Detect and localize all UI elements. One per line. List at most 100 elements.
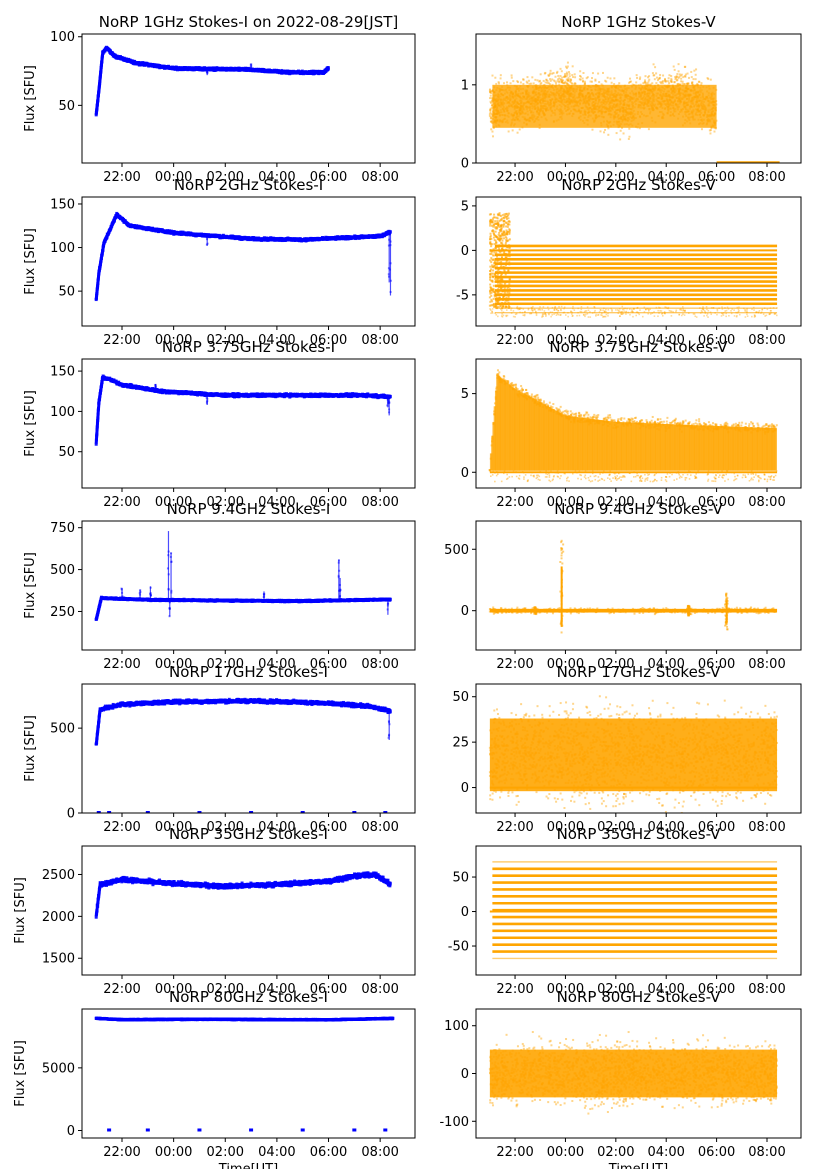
panel-title: NoRP 1GHz Stokes-I on 2022-08-29[JST]	[99, 13, 399, 31]
x-tick-label: 04:00	[647, 495, 684, 510]
data-points	[94, 374, 392, 446]
y-tick-label: 50	[452, 871, 469, 886]
x-tick-label: 04:00	[647, 170, 684, 185]
x-tick-label: 02:00	[207, 657, 244, 672]
x-tick-label: 02:00	[207, 495, 244, 510]
x-tick-label: 04:00	[258, 820, 295, 835]
axes-frame	[81, 1008, 416, 1139]
y-tick-label: 100	[50, 241, 75, 256]
x-tick-label: 00:00	[547, 495, 584, 510]
y-tick-label: -100	[439, 1115, 469, 1130]
x-tick-label: 06:00	[310, 170, 347, 185]
y-tick-label: 0	[461, 781, 469, 796]
x-tick-label: 06:00	[310, 333, 347, 348]
x-tick-label: 22:00	[103, 495, 140, 510]
x-tick-label: 02:00	[597, 170, 634, 185]
panel-17ghz-i: 22:00 00:00 02:00 04:00 06:00 08:00 0 500 NoRP 1…	[23, 663, 416, 835]
x-tick-label: 22:00	[103, 1145, 140, 1160]
data-points	[488, 1031, 778, 1115]
x-tick-label: 22:00	[103, 333, 140, 348]
y-tick-label: 50	[452, 690, 469, 705]
axes-frame	[475, 845, 802, 976]
panel-title: NoRP 17GHz Stokes-V	[557, 663, 722, 681]
x-tick-label: 08:00	[748, 170, 785, 185]
y-tick-label: 1500	[42, 952, 75, 967]
data-points	[94, 45, 330, 117]
x-tick-label: 06:00	[310, 495, 347, 510]
x-tick-label: 22:00	[496, 820, 533, 835]
x-tick-label: 06:00	[698, 982, 735, 997]
y-tick-label: 50	[58, 445, 75, 460]
y-tick-label: 750	[50, 521, 75, 536]
x-tick-label: 02:00	[597, 495, 634, 510]
y-tick-label: 2500	[42, 868, 75, 883]
axes-frame	[475, 33, 802, 164]
data-points	[94, 211, 392, 302]
y-tick-label: 5	[461, 199, 469, 214]
x-tick-label: 06:00	[698, 1145, 735, 1160]
y-axis-label: Flux [SFU]	[13, 877, 28, 944]
y-tick-label: 5	[461, 387, 469, 402]
x-tick-label: 08:00	[748, 820, 785, 835]
data-points	[488, 539, 778, 634]
x-tick-label: 00:00	[155, 170, 192, 185]
x-tick-label: 06:00	[310, 982, 347, 997]
y-tick-label: 0	[461, 466, 469, 481]
x-tick-label: 04:00	[258, 495, 295, 510]
y-tick-label: 0	[461, 1067, 469, 1082]
x-tick-label: 02:00	[597, 1145, 634, 1160]
x-tick-label: 02:00	[597, 982, 634, 997]
x-tick-label: 04:00	[258, 170, 295, 185]
panel-title: NoRP 35GHz Stokes-I	[169, 825, 328, 843]
x-tick-label: 08:00	[748, 333, 785, 348]
y-tick-label: -50	[448, 940, 469, 955]
x-tick-label: 06:00	[698, 333, 735, 348]
x-tick-label: 22:00	[496, 982, 533, 997]
y-tick-label: 250	[50, 605, 75, 620]
y-tick-label: 0	[461, 905, 469, 920]
y-tick-label: 5000	[42, 1061, 75, 1076]
axes-frame	[81, 196, 416, 327]
x-tick-label: 06:00	[310, 820, 347, 835]
y-tick-label: 500	[444, 543, 469, 558]
x-tick-label: 00:00	[155, 1145, 192, 1160]
y-tick-label: 0	[461, 157, 469, 172]
axes-frame	[81, 358, 416, 489]
x-tick-label: 08:00	[361, 657, 398, 672]
data-points	[488, 369, 778, 483]
x-tick-label: 22:00	[103, 170, 140, 185]
panel-title: NoRP 2GHz Stokes-V	[561, 176, 716, 194]
x-tick-label: 08:00	[361, 495, 398, 510]
x-tick-label: 22:00	[496, 657, 533, 672]
x-tick-label: 04:00	[258, 657, 295, 672]
y-tick-label: 50	[58, 285, 75, 300]
panel-80ghz-v: 22:00 00:00 02:00 04:00 06:00 08:00 -100 0 100 No…	[439, 988, 802, 1169]
x-tick-label: 04:00	[258, 333, 295, 348]
panel-title: NoRP 35GHz Stokes-V	[557, 825, 722, 843]
panel-2ghz-i: 22:00 00:00 02:00 04:00 06:00 08:00 50 100 150 No…	[23, 176, 416, 348]
x-tick-label: 08:00	[361, 170, 398, 185]
x-tick-label: 08:00	[748, 657, 785, 672]
y-axis-label: Flux [SFU]	[23, 65, 38, 132]
x-tick-label: 02:00	[207, 982, 244, 997]
x-tick-label: 04:00	[647, 657, 684, 672]
x-tick-label: 08:00	[361, 333, 398, 348]
panel-title: NoRP 2GHz Stokes-I	[174, 176, 323, 194]
data-points	[488, 695, 778, 813]
x-tick-label: 00:00	[547, 982, 584, 997]
panel-9_4ghz-i: 22:00 00:00 02:00 04:00 06:00 08:00 250 500 750 N…	[23, 500, 416, 672]
axes-frame	[81, 520, 416, 651]
x-tick-label: 00:00	[155, 495, 192, 510]
axes-frame	[475, 520, 802, 651]
x-tick-label: 04:00	[647, 820, 684, 835]
x-tick-label: 22:00	[496, 333, 533, 348]
axes-frame	[475, 358, 802, 489]
panel-title: NoRP 1GHz Stokes-V	[561, 13, 716, 31]
x-tick-label: 00:00	[155, 657, 192, 672]
x-tick-label: 04:00	[258, 982, 295, 997]
data-points	[94, 697, 392, 813]
x-tick-label: 00:00	[547, 657, 584, 672]
x-tick-label: 08:00	[361, 820, 398, 835]
x-tick-label: 02:00	[597, 657, 634, 672]
